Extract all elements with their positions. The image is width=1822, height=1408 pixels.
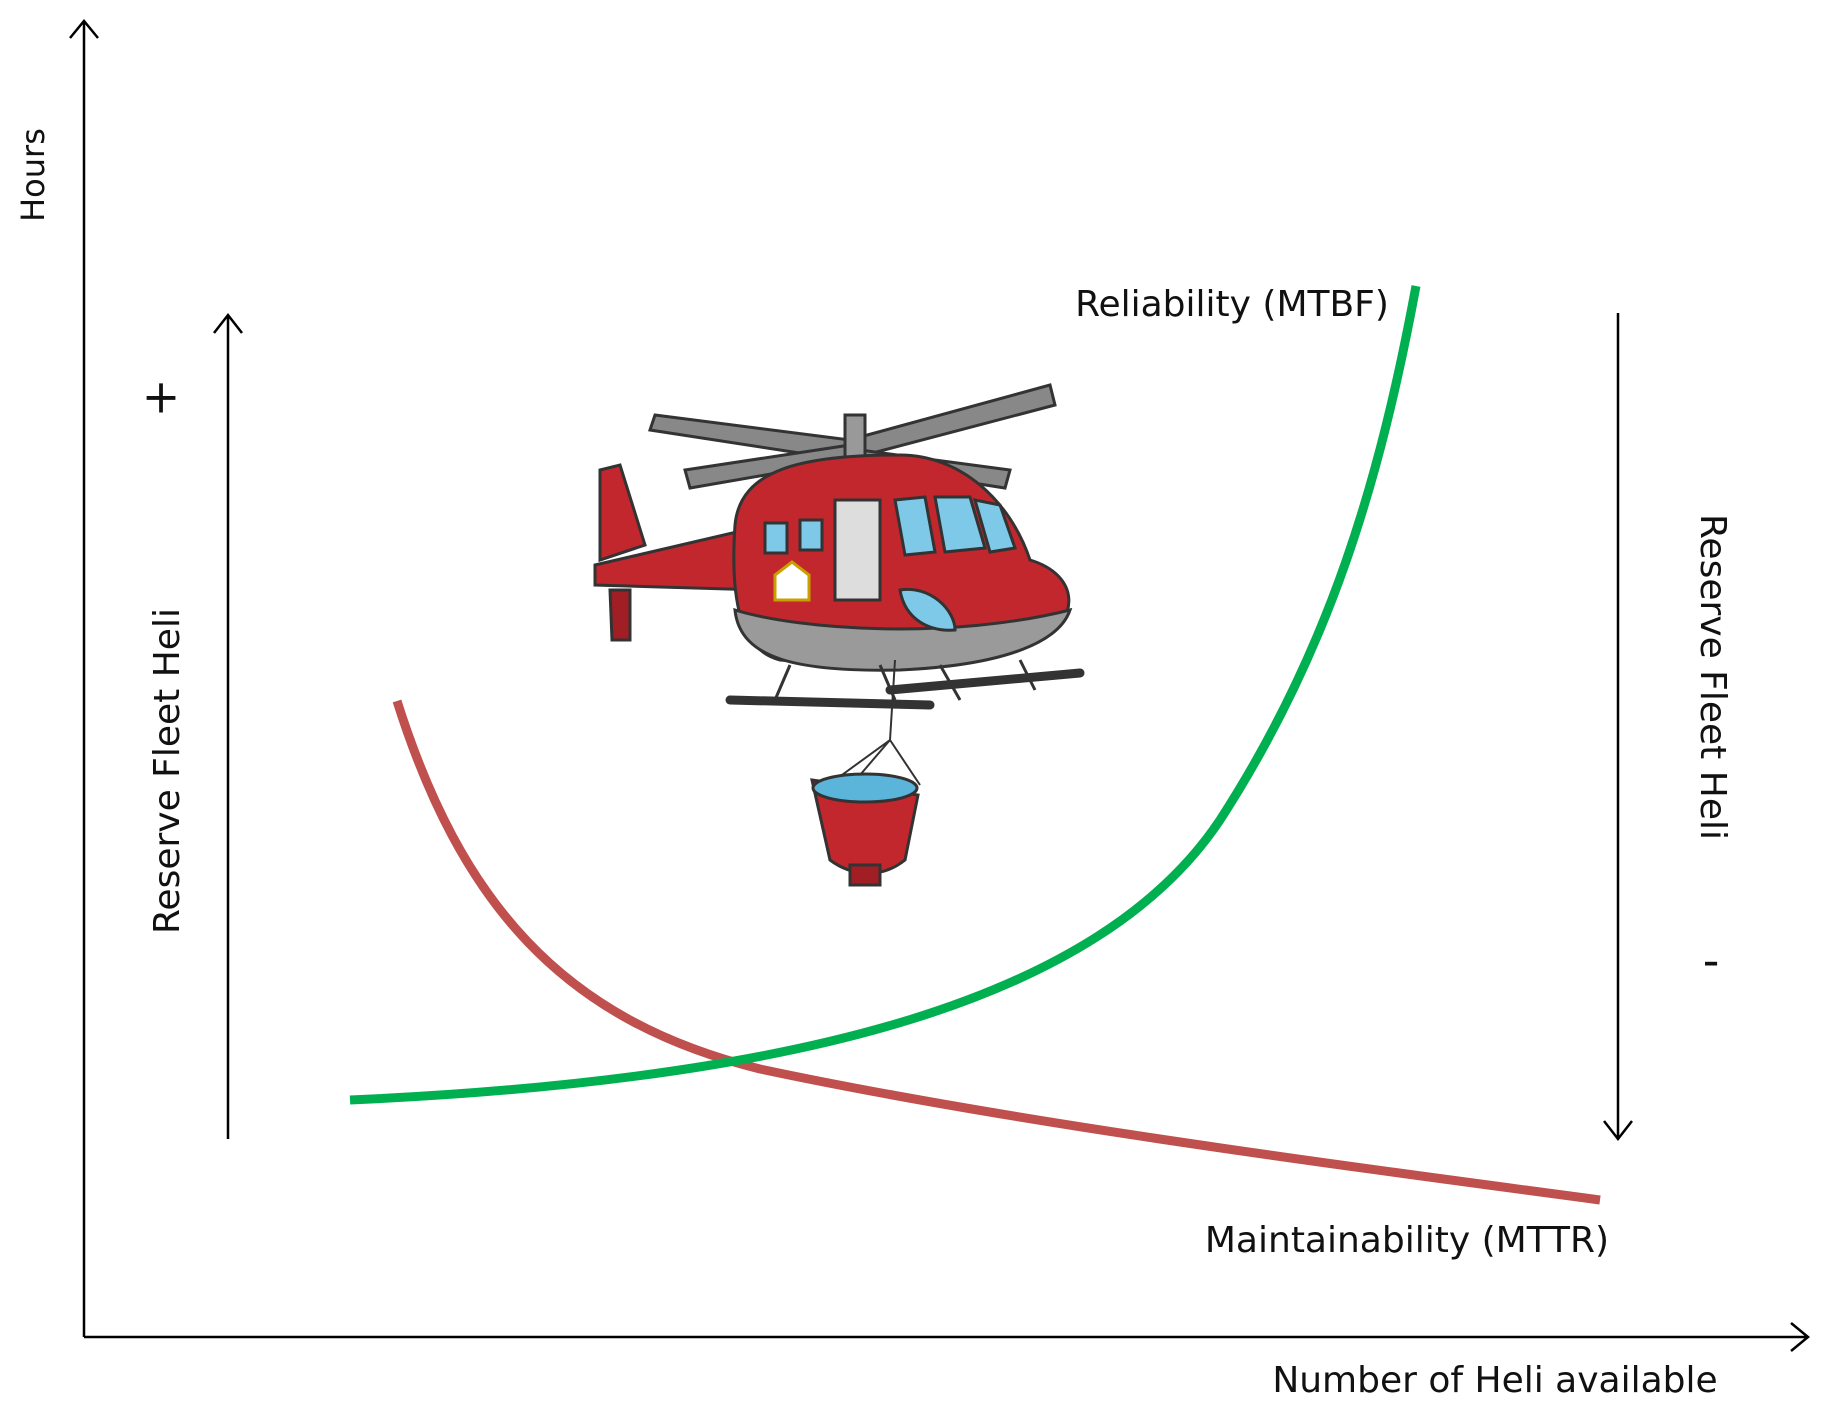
reserve-label-right: Reserve Fleet Heli — [1692, 514, 1733, 840]
x-axis-label: Number of Heli available — [1272, 1360, 1717, 1401]
plus-sign: + — [142, 370, 181, 424]
x-axis — [84, 1322, 1810, 1352]
y-axis — [69, 19, 99, 1337]
reserve-arrow-down — [1603, 313, 1633, 1142]
minus-sign: - — [1703, 934, 1720, 988]
y-axis-label: Hours — [14, 128, 52, 222]
reliability-curve — [349, 285, 1421, 1105]
maintainability-curve — [392, 699, 1601, 1205]
maintainability-label: Maintainability (MTTR) — [1205, 1220, 1609, 1261]
reserve-label-left: Reserve Fleet Heli — [147, 608, 188, 934]
helicopter-illustration — [593, 383, 1085, 887]
reserve-arrow-up — [213, 312, 243, 1139]
reliability-label: Reliability (MTBF) — [1075, 284, 1389, 325]
